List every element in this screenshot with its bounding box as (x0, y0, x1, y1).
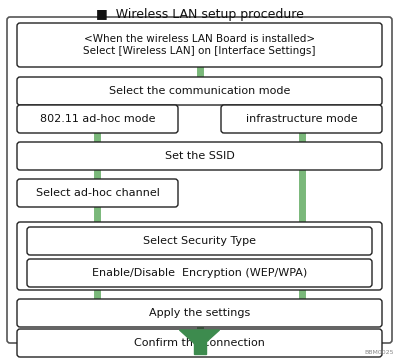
Bar (194, 330, 205, 354)
FancyBboxPatch shape (17, 179, 178, 207)
Text: 802.11 ad-hoc mode: 802.11 ad-hoc mode (40, 114, 155, 124)
Text: Select Security Type: Select Security Type (143, 236, 256, 246)
Text: Set the SSID: Set the SSID (165, 151, 234, 161)
FancyBboxPatch shape (17, 222, 382, 290)
FancyBboxPatch shape (17, 329, 382, 357)
FancyBboxPatch shape (17, 77, 382, 105)
Text: Select ad-hoc channel: Select ad-hoc channel (36, 188, 160, 198)
Text: Apply the settings: Apply the settings (149, 308, 250, 318)
FancyBboxPatch shape (17, 23, 382, 67)
Text: Confirm the connection: Confirm the connection (134, 338, 265, 348)
Polygon shape (180, 330, 219, 348)
FancyBboxPatch shape (27, 227, 372, 255)
Text: BBM0025: BBM0025 (365, 350, 394, 355)
FancyBboxPatch shape (221, 105, 382, 133)
FancyBboxPatch shape (27, 259, 372, 287)
FancyBboxPatch shape (7, 17, 392, 343)
Text: <When the wireless LAN Board is installed>
Select [Wireless LAN] on [Interface S: <When the wireless LAN Board is installe… (83, 34, 316, 56)
FancyBboxPatch shape (17, 299, 382, 327)
FancyBboxPatch shape (17, 105, 178, 133)
Text: ■  Wireless LAN setup procedure: ■ Wireless LAN setup procedure (96, 8, 303, 21)
Text: Enable/Disable  Encryption (WEP/WPA): Enable/Disable Encryption (WEP/WPA) (92, 268, 307, 278)
Text: Select the communication mode: Select the communication mode (109, 86, 290, 96)
FancyBboxPatch shape (17, 142, 382, 170)
Text: infrastructure mode: infrastructure mode (246, 114, 358, 124)
